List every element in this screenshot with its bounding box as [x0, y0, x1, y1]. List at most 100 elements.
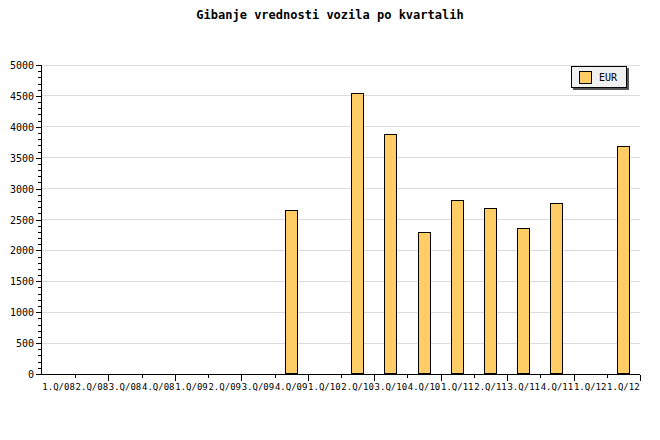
- bar: [384, 134, 397, 374]
- y-minor-tick: [38, 164, 41, 165]
- y-major-tick: [36, 96, 41, 97]
- y-axis-line: [41, 65, 42, 375]
- legend-swatch-icon: [579, 71, 592, 84]
- y-minor-tick: [38, 207, 41, 208]
- x-tick: [75, 375, 76, 378]
- y-minor-tick: [38, 294, 41, 295]
- y-minor-tick: [38, 121, 41, 122]
- y-minor-tick: [38, 84, 41, 85]
- y-major-tick: [36, 374, 41, 375]
- bar: [617, 146, 630, 374]
- y-minor-tick: [38, 337, 41, 338]
- y-minor-tick: [38, 238, 41, 239]
- y-minor-tick: [38, 182, 41, 183]
- bar: [484, 208, 497, 374]
- y-major-tick: [36, 343, 41, 344]
- bar-chart: Gibanje vrednosti vozila po kvartalih 0 5…: [0, 0, 660, 440]
- y-major-tick: [36, 65, 41, 66]
- y-tick-label: 1000: [2, 307, 34, 318]
- y-minor-tick: [38, 108, 41, 109]
- bar: [418, 232, 431, 374]
- y-tick-label: 2500: [2, 215, 34, 226]
- y-minor-tick: [38, 145, 41, 146]
- gridline: [42, 65, 640, 66]
- gridline: [42, 95, 640, 96]
- y-tick-label: 3500: [2, 153, 34, 164]
- x-tick: [374, 375, 375, 381]
- y-minor-tick: [38, 287, 41, 288]
- gridline: [42, 188, 640, 189]
- x-tick-label: 1.Q/12: [601, 382, 645, 392]
- y-minor-tick: [38, 263, 41, 264]
- y-major-tick: [36, 127, 41, 128]
- x-tick: [574, 375, 575, 381]
- y-minor-tick: [38, 77, 41, 78]
- x-tick: [241, 375, 242, 381]
- y-minor-tick: [38, 139, 41, 140]
- y-minor-tick: [38, 133, 41, 134]
- legend: EUR: [571, 66, 627, 88]
- y-minor-tick: [38, 213, 41, 214]
- y-minor-tick: [38, 201, 41, 202]
- y-minor-tick: [38, 349, 41, 350]
- y-minor-tick: [38, 102, 41, 103]
- x-tick: [142, 375, 143, 378]
- y-minor-tick: [38, 325, 41, 326]
- x-tick: [441, 375, 442, 381]
- x-tick: [341, 375, 342, 378]
- x-tick: [640, 375, 641, 381]
- legend-label: EUR: [599, 72, 617, 83]
- x-tick: [507, 375, 508, 381]
- y-tick-label: 3000: [2, 184, 34, 195]
- y-minor-tick: [38, 257, 41, 258]
- y-tick-label: 2000: [2, 245, 34, 256]
- y-minor-tick: [38, 176, 41, 177]
- y-minor-tick: [38, 362, 41, 363]
- y-minor-tick: [38, 355, 41, 356]
- y-major-tick: [36, 189, 41, 190]
- y-major-tick: [36, 250, 41, 251]
- bar: [550, 203, 563, 374]
- y-tick-label: 500: [2, 338, 34, 349]
- gridline: [42, 126, 640, 127]
- y-major-tick: [36, 312, 41, 313]
- y-tick-label: 1500: [2, 276, 34, 287]
- x-tick: [308, 375, 309, 381]
- y-tick-label: 4500: [2, 91, 34, 102]
- y-minor-tick: [38, 300, 41, 301]
- bar: [351, 93, 364, 374]
- y-minor-tick: [38, 244, 41, 245]
- y-minor-tick: [38, 275, 41, 276]
- y-major-tick: [36, 281, 41, 282]
- y-minor-tick: [38, 232, 41, 233]
- x-tick: [175, 375, 176, 381]
- bar: [451, 200, 464, 374]
- x-tick: [474, 375, 475, 378]
- x-tick: [108, 375, 109, 381]
- y-minor-tick: [38, 71, 41, 72]
- x-tick: [540, 375, 541, 378]
- y-minor-tick: [38, 331, 41, 332]
- bar: [285, 210, 298, 374]
- x-tick: [407, 375, 408, 378]
- chart-title: Gibanje vrednosti vozila po kvartalih: [0, 8, 660, 22]
- y-minor-tick: [38, 368, 41, 369]
- x-tick: [275, 375, 276, 378]
- y-minor-tick: [38, 114, 41, 115]
- gridline: [42, 157, 640, 158]
- y-minor-tick: [38, 269, 41, 270]
- y-minor-tick: [38, 195, 41, 196]
- y-minor-tick: [38, 226, 41, 227]
- x-tick: [208, 375, 209, 378]
- y-major-tick: [36, 158, 41, 159]
- x-tick: [607, 375, 608, 378]
- bar: [517, 228, 530, 374]
- y-major-tick: [36, 220, 41, 221]
- y-tick-label: 0: [2, 369, 34, 380]
- y-minor-tick: [38, 318, 41, 319]
- y-minor-tick: [38, 306, 41, 307]
- y-minor-tick: [38, 170, 41, 171]
- y-tick-label: 5000: [2, 60, 34, 71]
- y-minor-tick: [38, 90, 41, 91]
- y-tick-label: 4000: [2, 122, 34, 133]
